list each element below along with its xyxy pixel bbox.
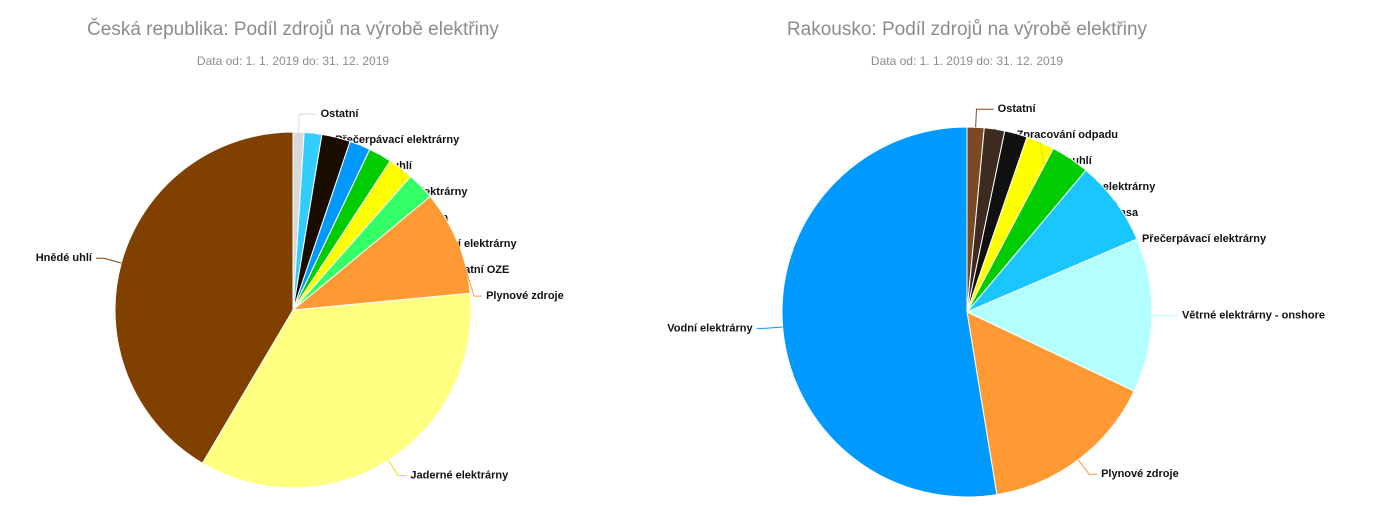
slice-label: Plynové zdroje	[486, 290, 564, 302]
slice-label: Přečerpávací elektrárny	[1142, 233, 1267, 245]
chart-title: Česká republika: Podíl zdrojů na výrobě …	[87, 18, 499, 40]
slice-label: Plynové zdroje	[1101, 468, 1179, 480]
slice-label: Hnědé uhlí	[36, 252, 93, 264]
chart-subtitle: Data od: 1. 1. 2019 do: 31. 12. 2019	[871, 54, 1063, 68]
slice-label: Jaderné elektrárny	[410, 469, 509, 481]
slice-label: Ostatní	[998, 103, 1037, 115]
chart-subtitle: Data od: 1. 1. 2019 do: 31. 12. 2019	[197, 54, 389, 68]
chart-title: Rakousko: Podíl zdrojů na výrobě elektři…	[787, 19, 1148, 40]
slice-label: Ostatní	[321, 108, 360, 120]
slice-label: Větrné elektrárny - onshore	[1182, 310, 1325, 322]
slice-label: Vodní elektrárny	[667, 322, 753, 334]
